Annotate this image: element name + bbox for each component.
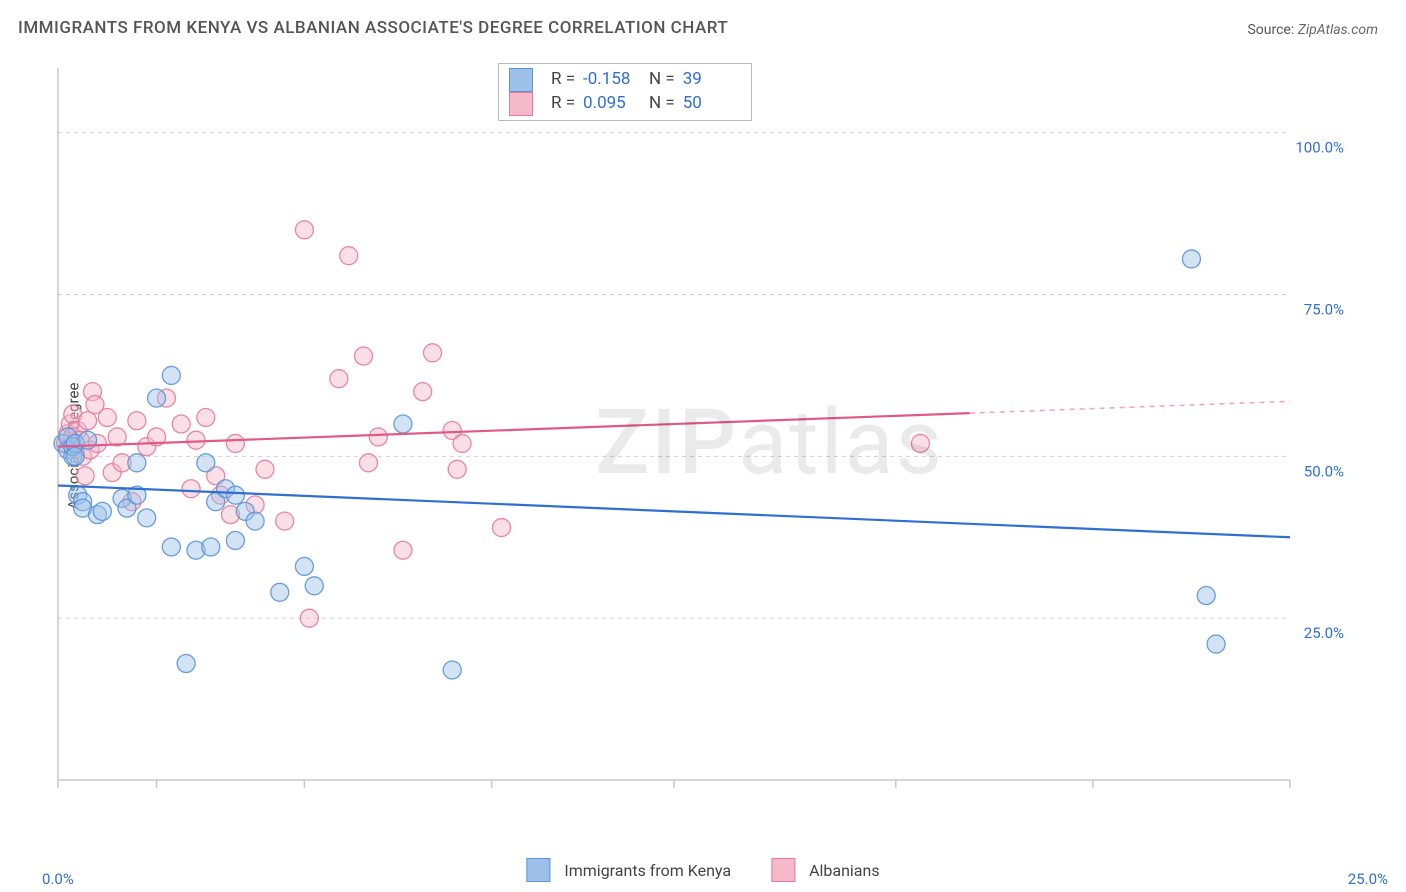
- r-value: -0.158: [583, 68, 637, 92]
- series-name: Albanians: [809, 861, 880, 880]
- legend-item: Immigrants from Kenya: [526, 858, 731, 882]
- legend-swatch: [771, 858, 795, 882]
- r-label: R =: [551, 68, 575, 92]
- svg-text:100.0%: 100.0%: [1295, 139, 1344, 157]
- x-axis-tick-max: 25.0%: [1348, 870, 1388, 888]
- r-label: R =: [551, 92, 575, 116]
- legend-swatch: [526, 858, 550, 882]
- legend-swatch: [509, 68, 533, 92]
- n-label: N =: [649, 68, 675, 92]
- svg-text:50.0%: 50.0%: [1304, 462, 1344, 480]
- svg-text:75.0%: 75.0%: [1304, 301, 1344, 319]
- stats-row: R = 0.095 N = 50: [509, 92, 737, 116]
- series-name: Immigrants from Kenya: [564, 861, 731, 880]
- series-legend: Immigrants from Kenya Albanians: [526, 858, 879, 882]
- legend-item: Albanians: [771, 858, 880, 882]
- stats-row: R = -0.158 N = 39: [509, 68, 737, 92]
- legend-swatch: [509, 92, 533, 116]
- stats-legend-box: R = -0.158 N = 39 R = 0.095 N = 50: [498, 63, 752, 121]
- chart-svg: 25.0% 50.0% 75.0% 100.0%: [50, 60, 1350, 820]
- svg-text:25.0%: 25.0%: [1304, 624, 1344, 642]
- x-axis-tick-min: 0.0%: [42, 870, 74, 888]
- chart-title: IMMIGRANTS FROM KENYA VS ALBANIAN ASSOCI…: [18, 18, 728, 38]
- source-value: ZipAtlas.com: [1298, 22, 1378, 38]
- n-value: 50: [683, 92, 737, 116]
- n-value: 39: [683, 68, 737, 92]
- source-label: Source:: [1247, 22, 1294, 38]
- n-label: N =: [649, 92, 675, 116]
- r-value: 0.095: [583, 92, 637, 116]
- chart-plot-area: 25.0%50.0%75.0%100.0% ZIPatlas R =-0.158…: [50, 60, 1350, 820]
- source-attribution: Source: ZipAtlas.com: [1247, 22, 1378, 38]
